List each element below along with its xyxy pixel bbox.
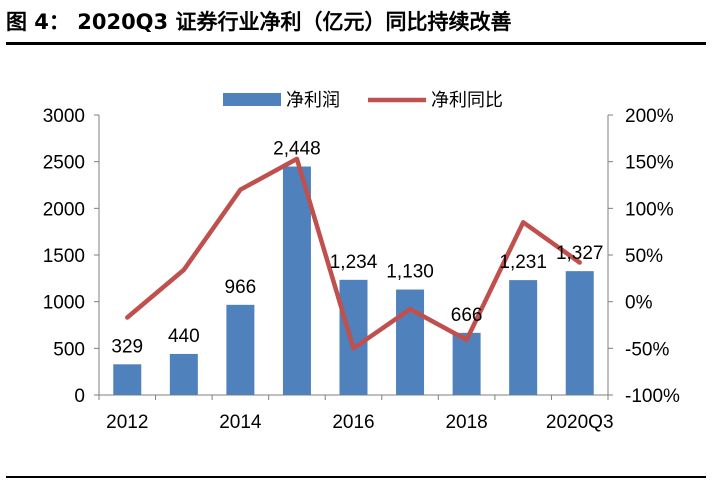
data-labels: 329 440 966 2,448 1,234 1,130 666 1,231 1,327: [111, 139, 603, 358]
bar-data-label: 1,130: [386, 262, 434, 283]
y-left-tick-label: 3000: [43, 106, 85, 127]
y-right-tick-label: 150%: [625, 153, 674, 174]
bar-data-label: 440: [168, 326, 200, 347]
bar-data-label: 1,234: [330, 252, 378, 273]
y-left-tick-label: 1000: [43, 293, 85, 314]
line-point: [579, 261, 581, 263]
x-tick-label: 2020Q3: [546, 412, 614, 433]
y-right-tick-label: 50%: [625, 246, 663, 267]
line-point: [239, 189, 241, 191]
bar: [282, 166, 311, 395]
bar: [396, 289, 425, 395]
bar-data-label: 966: [225, 277, 257, 298]
bar-data-label: 1,231: [499, 252, 547, 273]
bar-data-label: 1,327: [556, 243, 604, 264]
y-left-tick-label: 2000: [43, 199, 85, 220]
line-point: [296, 158, 298, 160]
y-right-tick-label: -50%: [625, 339, 669, 360]
y-left-tick-label: 2500: [43, 153, 85, 174]
bar: [169, 353, 198, 395]
bar: [452, 332, 481, 395]
line-point: [466, 339, 468, 341]
y-right-tick-label: 0%: [625, 293, 653, 314]
title-rule: [6, 42, 706, 45]
legend-label-bar: 净利润: [286, 90, 340, 110]
legend-label-line: 净利同比: [431, 90, 503, 110]
y-right-tick-label: -100%: [625, 386, 680, 407]
x-tick-label: 2016: [332, 412, 374, 433]
line-series: [125, 156, 582, 351]
y-right-tick-label: 200%: [625, 106, 674, 127]
legend-swatch-bar: [223, 93, 281, 106]
bar: [113, 364, 142, 395]
x-tick-label: 2018: [445, 412, 487, 433]
line-point: [126, 317, 128, 319]
x-tick-label: 2012: [106, 412, 148, 433]
bar: [226, 304, 255, 395]
bar: [339, 279, 368, 395]
x-tick-label: 2014: [219, 412, 262, 433]
bar-data-label: 2,448: [273, 139, 321, 160]
line-point: [183, 269, 185, 271]
y-left-tick-label: 500: [53, 339, 85, 360]
axes: 0 500 1000 1500 2000 2500 3000 -100% -50% 0% 50% 10…: [43, 106, 680, 433]
figure-title: 图 4： 2020Q3 证券行业净利（亿元）同比持续改善: [6, 10, 512, 34]
y-right-tick-label: 100%: [625, 199, 674, 220]
bar: [509, 280, 538, 395]
bar: [565, 271, 594, 395]
bar-data-label: 329: [111, 336, 143, 357]
y-left-tick-label: 1500: [43, 246, 85, 267]
legend: 净利润 净利同比: [223, 90, 503, 110]
bar-data-label: 666: [451, 305, 483, 326]
line-point: [353, 347, 354, 349]
bottom-rule: [6, 476, 706, 478]
line-point: [409, 308, 411, 310]
line-point: [522, 221, 524, 223]
bar-series: [113, 166, 594, 395]
y-left-tick-label: 0: [74, 386, 85, 407]
